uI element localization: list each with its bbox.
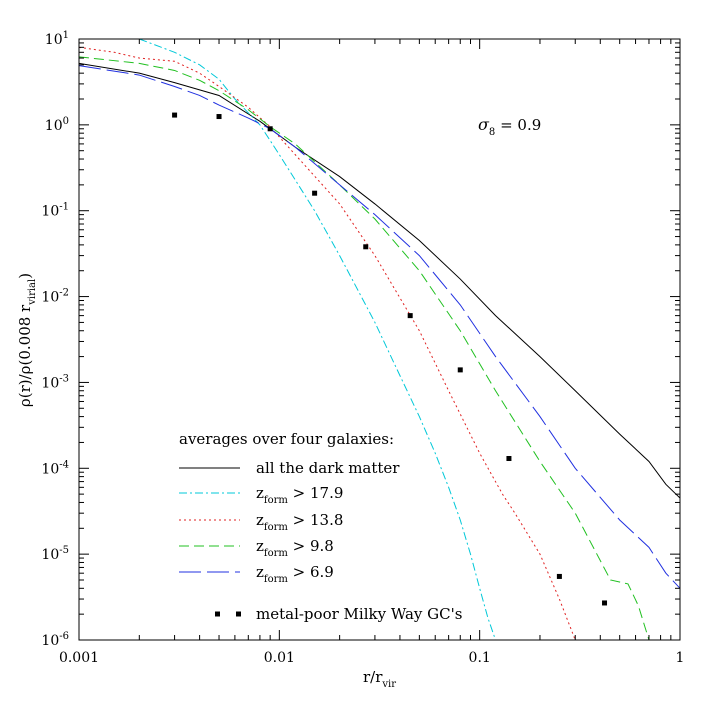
x-tick-label: 1 <box>676 650 685 666</box>
y-axis-label: ρ(r)/ρ(0.008 rvirial) <box>16 273 38 407</box>
plot-frame <box>78 38 681 641</box>
x-tick-label: 0.01 <box>264 650 295 666</box>
series-line-z69 <box>79 65 680 589</box>
gc-data-point <box>407 313 413 319</box>
gc-data-point <box>363 244 369 250</box>
gc-data-point <box>216 114 222 120</box>
gc-data-point <box>172 112 178 118</box>
y-tick-label: 10-4 <box>41 459 69 477</box>
series-line-z98 <box>79 56 650 640</box>
legend: averages over four galaxies: all the dark… <box>179 430 462 623</box>
gc-data-point <box>556 573 562 579</box>
sigma8-annotation: σ8 = 0.9 <box>478 115 541 138</box>
labels-layer: 0.001 0.01 0.1 1 101 100 10-1 10-2 10-3 10-4 10-5 1… <box>16 30 684 690</box>
legend-label-dm: all the dark matter <box>256 459 400 477</box>
legend-label-z98: zform > 9.8 <box>256 537 334 559</box>
legend-label-z69: zform > 6.9 <box>256 563 334 585</box>
series-layer <box>79 39 680 640</box>
y-tick-label: 100 <box>45 116 69 134</box>
y-tick-label: 101 <box>45 30 69 48</box>
gc-data-point <box>506 456 512 462</box>
series-line-z138 <box>79 46 576 640</box>
y-tick-label: 10-5 <box>41 545 69 563</box>
legend-label-gc: metal-poor Milky Way GC's <box>256 605 462 623</box>
y-tick-label: 10-2 <box>41 288 69 306</box>
gc-data-point <box>312 190 318 196</box>
y-tick-label: 10-6 <box>41 631 69 649</box>
ticks-layer <box>78 38 681 641</box>
legend-label-z179: zform > 17.9 <box>256 484 343 506</box>
x-tick-label: 0.1 <box>469 650 491 666</box>
gc-data-point <box>602 600 608 606</box>
x-axis-label: r/rvir <box>363 668 396 690</box>
series-line-z179 <box>139 39 497 640</box>
legend-marker-gc <box>236 611 241 617</box>
x-tick-label: 0.001 <box>59 650 99 666</box>
legend-title: averages over four galaxies: <box>179 430 394 448</box>
y-tick-label: 10-3 <box>41 373 69 391</box>
gc-data-point <box>267 126 273 132</box>
legend-label-z138: zform > 13.8 <box>256 511 343 533</box>
y-tick-label: 10-1 <box>41 202 69 220</box>
gc-data-point <box>457 367 463 373</box>
legend-marker-gc <box>215 611 220 617</box>
series-line-dm <box>79 62 680 499</box>
